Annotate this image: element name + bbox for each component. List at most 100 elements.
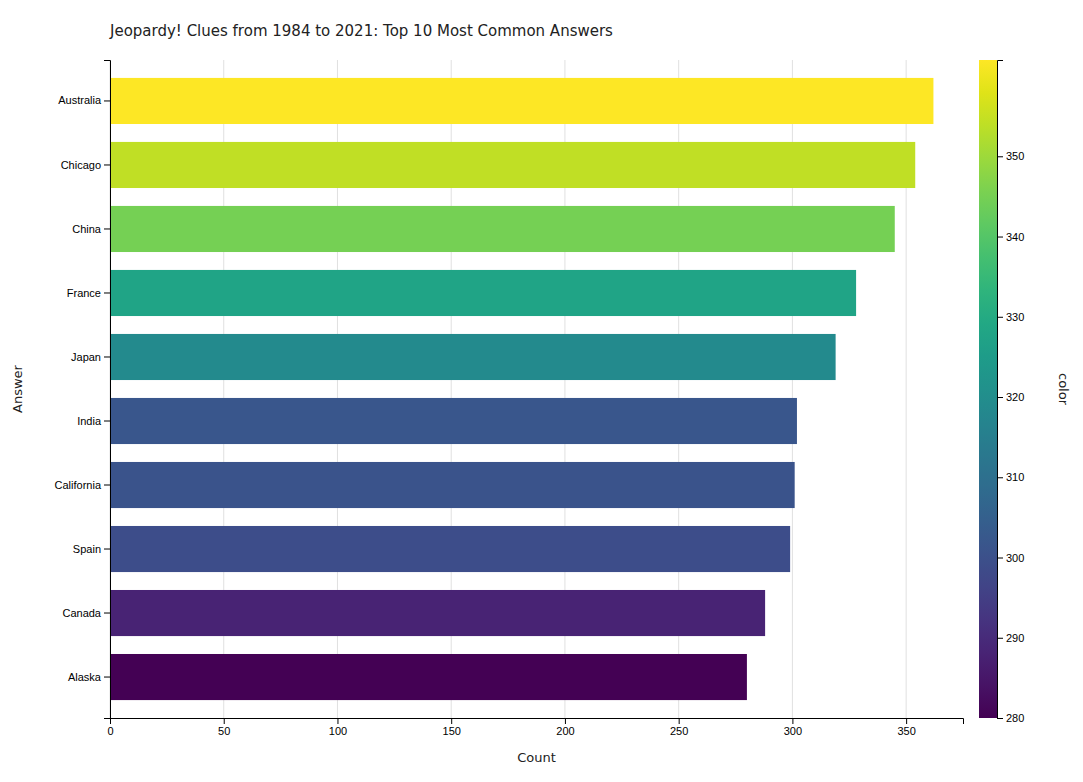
bar bbox=[110, 206, 895, 252]
y-tick: Chicago bbox=[61, 158, 110, 170]
y-tick-label: Canada bbox=[62, 607, 101, 619]
y-tick: Spain bbox=[73, 543, 110, 555]
bar bbox=[110, 270, 856, 316]
y-tick-mark bbox=[104, 228, 110, 229]
colorbar-axis-line bbox=[998, 61, 1004, 719]
x-tick-label: 0 bbox=[107, 725, 113, 737]
x-axis: 0 50 100 150 200 250 300 350 bbox=[107, 718, 963, 737]
bar bbox=[110, 526, 790, 572]
x-tick-mark bbox=[792, 718, 793, 724]
colorbar-tick-mark bbox=[997, 638, 1003, 639]
y-tick-label: Alaska bbox=[68, 671, 102, 683]
y-tick: India bbox=[77, 415, 110, 427]
bar bbox=[110, 78, 933, 124]
colorbar-tick: 310 bbox=[997, 471, 1024, 483]
x-tick-label: 250 bbox=[670, 725, 688, 737]
chart: 0 50 100 150 200 250 300 350 Alaska Canada Spain Ca… bbox=[0, 0, 1083, 782]
colorbar-tick: 330 bbox=[997, 311, 1024, 323]
y-tick: Alaska bbox=[68, 671, 110, 683]
y-tick-mark bbox=[104, 613, 110, 614]
y-tick-mark bbox=[104, 100, 110, 101]
y-tick-mark bbox=[104, 356, 110, 357]
x-tick-label: 350 bbox=[897, 725, 915, 737]
y-tick-label: California bbox=[55, 479, 102, 491]
x-tick-mark bbox=[337, 718, 338, 724]
colorbar-tick-mark bbox=[997, 558, 1003, 559]
y-tick: California bbox=[55, 479, 110, 491]
y-tick-mark bbox=[104, 164, 110, 165]
colorbar-tick-mark bbox=[997, 317, 1003, 318]
y-tick-mark bbox=[104, 421, 110, 422]
colorbar-tick: 290 bbox=[997, 632, 1024, 644]
x-tick-label: 100 bbox=[329, 725, 347, 737]
colorbar-tick-label: 300 bbox=[1006, 552, 1024, 564]
x-tick: 100 bbox=[329, 718, 347, 737]
y-tick-label: Australia bbox=[58, 94, 102, 106]
y-tick-label: Chicago bbox=[61, 158, 101, 170]
x-tick-mark bbox=[451, 718, 452, 724]
y-tick-label: France bbox=[67, 287, 101, 299]
colorbar-tick: 340 bbox=[997, 231, 1024, 243]
bar bbox=[110, 590, 765, 636]
y-tick-mark bbox=[104, 549, 110, 550]
x-tick-label: 50 bbox=[218, 725, 230, 737]
colorbar-tick-mark bbox=[997, 477, 1003, 478]
colorbar-tick: 300 bbox=[997, 552, 1024, 564]
x-tick: 350 bbox=[897, 718, 915, 737]
bar bbox=[110, 462, 795, 508]
bar bbox=[110, 334, 836, 380]
colorbar-tick-mark bbox=[997, 718, 1003, 719]
y-axis-title: Answer bbox=[10, 364, 25, 413]
colorbar-axis: 280 290 300 310 320 330 340 350 bbox=[997, 61, 1024, 725]
y-tick-label: China bbox=[72, 223, 102, 235]
x-tick: 50 bbox=[218, 718, 230, 737]
x-tick-mark bbox=[679, 718, 680, 724]
x-tick-mark bbox=[565, 718, 566, 724]
x-tick-mark bbox=[224, 718, 225, 724]
y-tick: Australia bbox=[58, 94, 110, 106]
colorbar-tick-label: 290 bbox=[1006, 632, 1024, 644]
y-tick: China bbox=[72, 223, 110, 235]
y-tick-label: Japan bbox=[71, 351, 101, 363]
colorbar-tick: 280 bbox=[997, 712, 1024, 724]
x-axis-title: Count bbox=[517, 750, 556, 765]
bar bbox=[110, 398, 797, 444]
colorbar-gradient bbox=[979, 60, 997, 718]
colorbar-tick: 320 bbox=[997, 391, 1024, 403]
bar bbox=[110, 654, 747, 700]
colorbar-tick-label: 280 bbox=[1006, 712, 1024, 724]
x-tick: 200 bbox=[556, 718, 574, 737]
y-tick: Canada bbox=[62, 607, 110, 619]
x-tick-label: 200 bbox=[556, 725, 574, 737]
colorbar-tick-mark bbox=[997, 237, 1003, 238]
colorbar-tick-label: 310 bbox=[1006, 471, 1024, 483]
x-tick: 150 bbox=[443, 718, 461, 737]
colorbar-tick-label: 320 bbox=[1006, 391, 1024, 403]
x-tick-label: 150 bbox=[443, 725, 461, 737]
colorbar-tick-label: 340 bbox=[1006, 231, 1024, 243]
y-tick-mark bbox=[104, 292, 110, 293]
colorbar: 280 290 300 310 320 330 340 350 color bbox=[979, 60, 1071, 724]
colorbar-tick-mark bbox=[997, 156, 1003, 157]
x-tick: 300 bbox=[784, 718, 802, 737]
colorbar-tick-label: 350 bbox=[1006, 150, 1024, 162]
y-tick: Japan bbox=[71, 351, 110, 363]
title: Jeopardy! Clues from 1984 to 2021: Top 1… bbox=[109, 22, 613, 40]
y-axis-line bbox=[104, 61, 111, 719]
y-tick: France bbox=[67, 287, 110, 299]
x-tick: 0 bbox=[107, 718, 113, 737]
colorbar-tick-mark bbox=[997, 397, 1003, 398]
bars bbox=[110, 78, 933, 700]
colorbar-tick-label: 330 bbox=[1006, 311, 1024, 323]
x-tick: 250 bbox=[670, 718, 688, 737]
colorbar-tick: 350 bbox=[997, 150, 1024, 162]
y-tick-label: Spain bbox=[73, 543, 101, 555]
x-tick-label: 300 bbox=[784, 725, 802, 737]
bar bbox=[110, 142, 915, 188]
y-axis: Alaska Canada Spain California India Japan Fra… bbox=[55, 61, 111, 719]
colorbar-title: color bbox=[1056, 373, 1071, 406]
y-tick-label: India bbox=[77, 415, 102, 427]
y-tick-mark bbox=[104, 677, 110, 678]
x-tick-mark bbox=[906, 718, 907, 724]
plot: 0 50 100 150 200 250 300 350 Alaska Canada Spain Ca… bbox=[10, 60, 1071, 765]
